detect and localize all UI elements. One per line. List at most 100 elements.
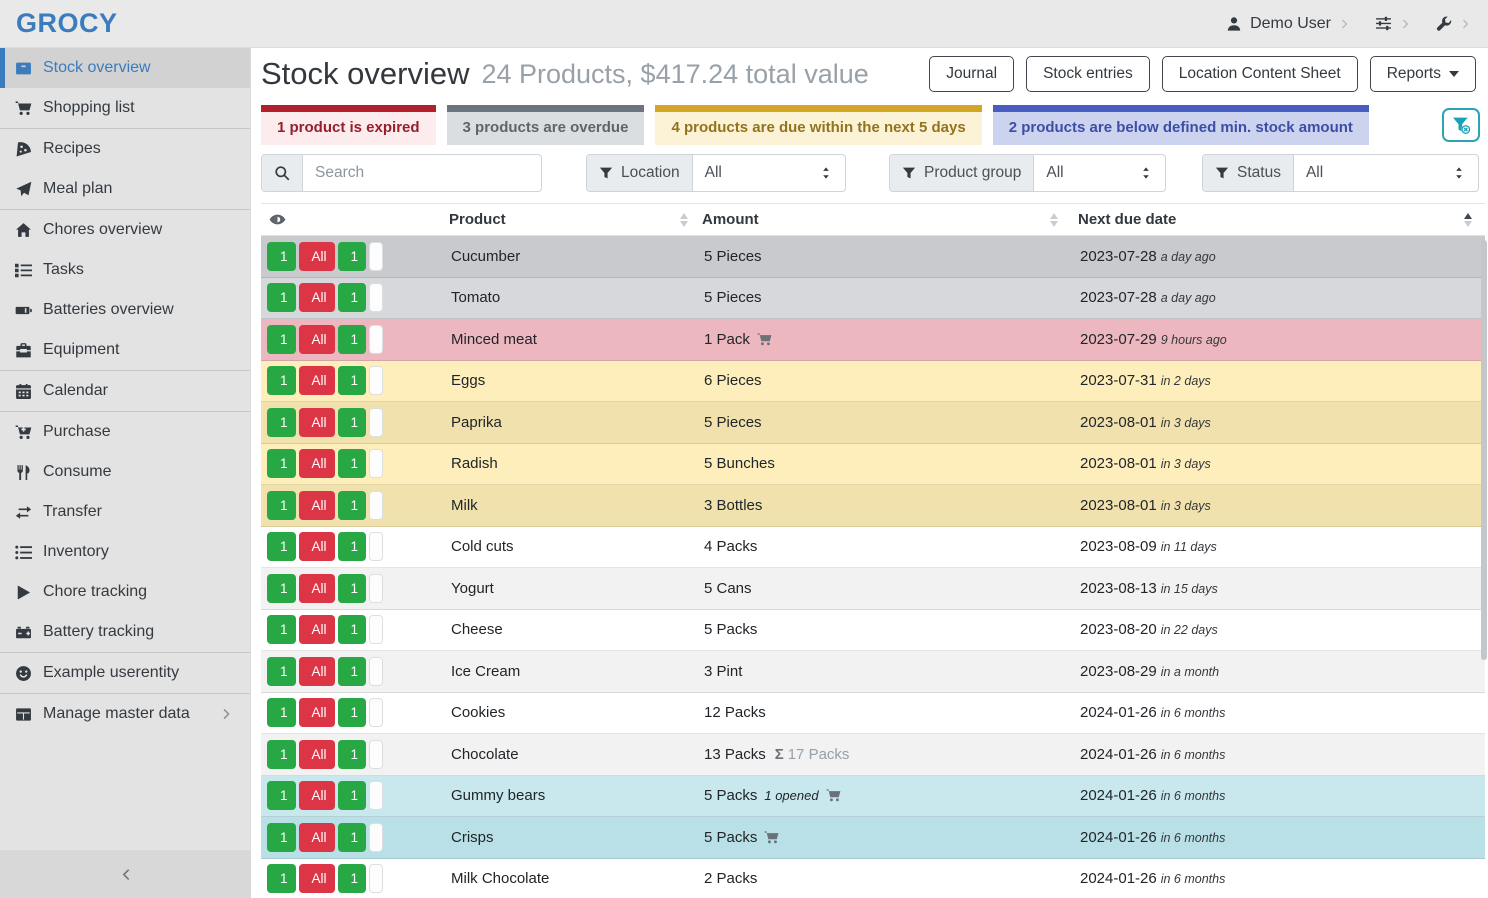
consume-all-button[interactable]: All — [298, 573, 335, 603]
product-name[interactable]: Paprika — [451, 413, 502, 431]
sidebar-item-consume[interactable]: Consume — [0, 452, 250, 492]
sidebar-item-purchase[interactable]: Purchase — [0, 412, 250, 452]
column-visibility-header[interactable] — [261, 211, 449, 228]
consume-all-button[interactable]: All — [298, 781, 335, 811]
consume-one-button[interactable]: 1 — [267, 324, 296, 354]
search-input[interactable] — [303, 155, 541, 191]
row-menu-button[interactable] — [369, 366, 384, 396]
open-one-button[interactable]: 1 — [337, 864, 367, 894]
open-one-button[interactable]: 1 — [337, 366, 367, 396]
settings-menu[interactable] — [1375, 15, 1412, 32]
sidebar-item-shopping-list[interactable]: Shopping list — [0, 88, 250, 128]
product-name[interactable]: Minced meat — [451, 330, 537, 348]
consume-all-button[interactable]: All — [298, 822, 335, 852]
product-name[interactable]: Tomato — [451, 289, 501, 307]
scrollbar-thumb[interactable] — [1481, 240, 1487, 660]
row-menu-button[interactable] — [369, 739, 384, 769]
consume-one-button[interactable]: 1 — [267, 532, 296, 562]
column-header-next-due-date[interactable]: Next due date — [1078, 211, 1485, 228]
row-menu-button[interactable] — [369, 698, 384, 728]
sidebar-item-equipment[interactable]: Equipment — [0, 330, 250, 370]
open-one-button[interactable]: 1 — [337, 615, 367, 645]
stock-entries-button[interactable]: Stock entries — [1026, 56, 1150, 92]
product-name[interactable]: Chocolate — [451, 745, 519, 763]
product-name[interactable]: Crisps — [451, 828, 494, 846]
row-menu-button[interactable] — [369, 532, 384, 562]
reports-button[interactable]: Reports — [1369, 56, 1476, 92]
row-menu-button[interactable] — [369, 407, 384, 437]
product-name[interactable]: Cookies — [451, 704, 506, 722]
consume-one-button[interactable]: 1 — [267, 615, 296, 645]
location-filter-select[interactable]: All — [693, 155, 845, 191]
product-name[interactable]: Cheese — [451, 621, 503, 639]
admin-menu[interactable] — [1436, 16, 1472, 32]
consume-all-button[interactable]: All — [298, 490, 335, 520]
consume-all-button[interactable]: All — [298, 739, 335, 769]
banner-due-soon[interactable]: 4 products are due within the next 5 day… — [655, 105, 982, 145]
grocy-logo[interactable]: GROCY — [16, 8, 118, 38]
consume-all-button[interactable]: All — [298, 283, 335, 313]
consume-one-button[interactable]: 1 — [267, 698, 296, 728]
sidebar-item-inventory[interactable]: Inventory — [0, 532, 250, 572]
banner-below-min[interactable]: 2 products are below defined min. stock … — [992, 105, 1369, 145]
open-one-button[interactable]: 1 — [337, 407, 367, 437]
consume-one-button[interactable]: 1 — [267, 656, 296, 686]
sidebar-item-stock-overview[interactable]: Stock overview — [0, 48, 250, 88]
sidebar-item-tasks[interactable]: Tasks — [0, 250, 250, 290]
sidebar-item-chore-tracking[interactable]: Chore tracking — [0, 572, 250, 612]
row-menu-button[interactable] — [369, 324, 384, 354]
row-menu-button[interactable] — [369, 490, 384, 520]
column-header-amount[interactable]: Amount — [702, 211, 1078, 228]
sidebar-item-example-userentity[interactable]: Example userentity — [0, 653, 250, 693]
product-group-filter-select[interactable]: All — [1034, 155, 1165, 191]
product-name[interactable]: Cucumber — [451, 247, 521, 265]
open-one-button[interactable]: 1 — [337, 656, 367, 686]
consume-all-button[interactable]: All — [298, 324, 335, 354]
product-name[interactable]: Eggs — [451, 372, 486, 390]
consume-one-button[interactable]: 1 — [267, 283, 296, 313]
open-one-button[interactable]: 1 — [337, 241, 367, 271]
consume-all-button[interactable]: All — [298, 615, 335, 645]
open-one-button[interactable]: 1 — [337, 490, 367, 520]
sidebar-item-transfer[interactable]: Transfer — [0, 492, 250, 532]
consume-one-button[interactable]: 1 — [267, 241, 296, 271]
open-one-button[interactable]: 1 — [337, 822, 367, 852]
open-one-button[interactable]: 1 — [337, 739, 367, 769]
row-menu-button[interactable] — [369, 822, 384, 852]
product-name[interactable]: Radish — [451, 455, 498, 473]
sidebar-item-calendar[interactable]: Calendar — [0, 371, 250, 411]
row-menu-button[interactable] — [369, 449, 384, 479]
consume-all-button[interactable]: All — [298, 449, 335, 479]
consume-all-button[interactable]: All — [298, 864, 335, 894]
product-name[interactable]: Ice Cream — [451, 662, 521, 680]
row-menu-button[interactable] — [369, 283, 384, 313]
consume-all-button[interactable]: All — [298, 532, 335, 562]
consume-one-button[interactable]: 1 — [267, 490, 296, 520]
banner-expired[interactable]: 1 product is expired — [261, 105, 436, 145]
product-name[interactable]: Yogurt — [451, 579, 494, 597]
user-menu[interactable]: Demo User — [1226, 15, 1351, 33]
row-menu-button[interactable] — [369, 656, 384, 686]
consume-one-button[interactable]: 1 — [267, 366, 296, 396]
consume-all-button[interactable]: All — [298, 698, 335, 728]
sidebar-item-chores-overview[interactable]: Chores overview — [0, 210, 250, 250]
consume-all-button[interactable]: All — [298, 407, 335, 437]
consume-one-button[interactable]: 1 — [267, 822, 296, 852]
row-menu-button[interactable] — [369, 781, 384, 811]
open-one-button[interactable]: 1 — [337, 532, 367, 562]
consume-one-button[interactable]: 1 — [267, 573, 296, 603]
sidebar-item-batteries-overview[interactable]: Batteries overview — [0, 290, 250, 330]
consume-one-button[interactable]: 1 — [267, 864, 296, 894]
journal-button[interactable]: Journal — [929, 56, 1015, 92]
sidebar-item-manage-master-data[interactable]: Manage master data — [0, 694, 250, 734]
consume-all-button[interactable]: All — [298, 241, 335, 271]
open-one-button[interactable]: 1 — [337, 283, 367, 313]
consume-one-button[interactable]: 1 — [267, 781, 296, 811]
consume-one-button[interactable]: 1 — [267, 407, 296, 437]
consume-one-button[interactable]: 1 — [267, 449, 296, 479]
banner-overdue[interactable]: 3 products are overdue — [446, 105, 645, 145]
status-filter-select[interactable]: All — [1294, 155, 1478, 191]
row-menu-button[interactable] — [369, 241, 384, 271]
row-menu-button[interactable] — [369, 864, 384, 894]
sidebar-item-recipes[interactable]: Recipes — [0, 129, 250, 169]
